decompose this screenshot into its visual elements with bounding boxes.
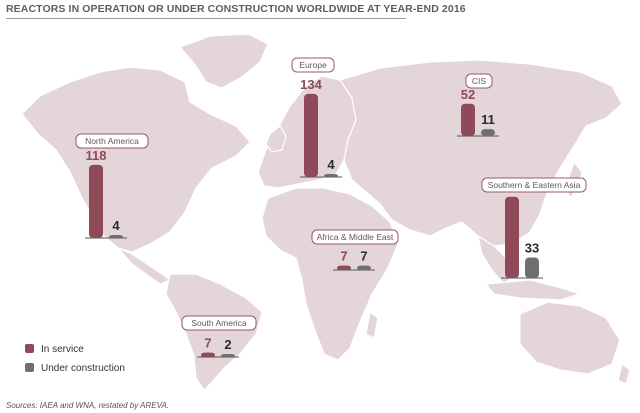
chart-title: REACTORS IN OPERATION OR UNDER CONSTRUCT… — [6, 3, 466, 15]
value-in-service-south-america: 7 — [204, 336, 211, 351]
region-label-box-north-america — [75, 133, 149, 149]
legend-item-in-service: In service — [25, 344, 84, 355]
region-label-box-south-america — [181, 315, 257, 331]
south-america — [165, 273, 263, 391]
north-america — [21, 66, 251, 253]
region-label-box-cis — [465, 73, 493, 89]
region-label-africa-middle-east: Africa & Middle East — [317, 232, 394, 242]
region-label-box-europe — [291, 57, 335, 73]
indonesia — [484, 279, 582, 301]
region-label-north-america: North America — [85, 136, 139, 146]
bar-in-service-southern-eastern-asia — [505, 196, 519, 278]
world-map — [21, 33, 631, 391]
value-under-construction-africa-middle-east: 7 — [360, 249, 367, 264]
title-divider — [6, 18, 406, 19]
value-under-construction-southern-eastern-asia: 33 — [525, 241, 539, 256]
value-under-construction-europe: 4 — [327, 157, 335, 172]
region-label-southern-eastern-asia: Southern & Eastern Asia — [488, 180, 581, 190]
bar-under-construction-southern-eastern-asia — [525, 257, 539, 278]
uk-ireland — [265, 125, 287, 153]
value-in-service-europe: 134 — [300, 77, 322, 92]
bar-under-construction-south-america — [221, 354, 235, 357]
bar-in-service-north-america — [89, 164, 103, 238]
bar-under-construction-north-america — [109, 235, 123, 238]
region-label-box-africa-middle-east — [311, 229, 399, 245]
legend-item-under-construction: Under construction — [25, 363, 125, 374]
new-zealand — [617, 362, 631, 385]
value-in-service-north-america: 118 — [86, 148, 107, 163]
under-construction-swatch — [25, 363, 34, 372]
value-in-service-africa-middle-east: 7 — [340, 249, 347, 264]
bar-in-service-europe — [304, 93, 318, 177]
bar-under-construction-cis — [481, 129, 495, 136]
source-note: Sources: IAEA and WNA, restated by AREVA… — [6, 401, 170, 410]
madagascar — [365, 310, 379, 339]
legend-label-in-service: In service — [41, 344, 84, 355]
region-label-south-america: South America — [191, 318, 247, 328]
region-label-box-southern-eastern-asia — [481, 177, 587, 193]
bar-in-service-cis — [461, 103, 475, 136]
bar-under-construction-africa-middle-east — [357, 265, 371, 270]
greenland — [178, 33, 269, 89]
bar-in-service-africa-middle-east — [337, 265, 351, 270]
value-under-construction-cis: 11 — [481, 112, 495, 127]
central-america — [117, 247, 172, 285]
value-in-service-cis: 52 — [461, 87, 475, 102]
bar-in-service-south-america — [201, 352, 215, 357]
africa — [261, 187, 399, 361]
value-under-construction-north-america: 4 — [112, 218, 120, 233]
value-under-construction-south-america: 2 — [224, 337, 231, 352]
region-label-cis: CIS — [472, 76, 487, 86]
legend-label-under-construction: Under construction — [41, 363, 125, 374]
australia — [519, 301, 621, 375]
bar-under-construction-europe — [324, 174, 338, 177]
region-label-europe: Europe — [299, 60, 327, 70]
in-service-swatch — [25, 344, 34, 353]
